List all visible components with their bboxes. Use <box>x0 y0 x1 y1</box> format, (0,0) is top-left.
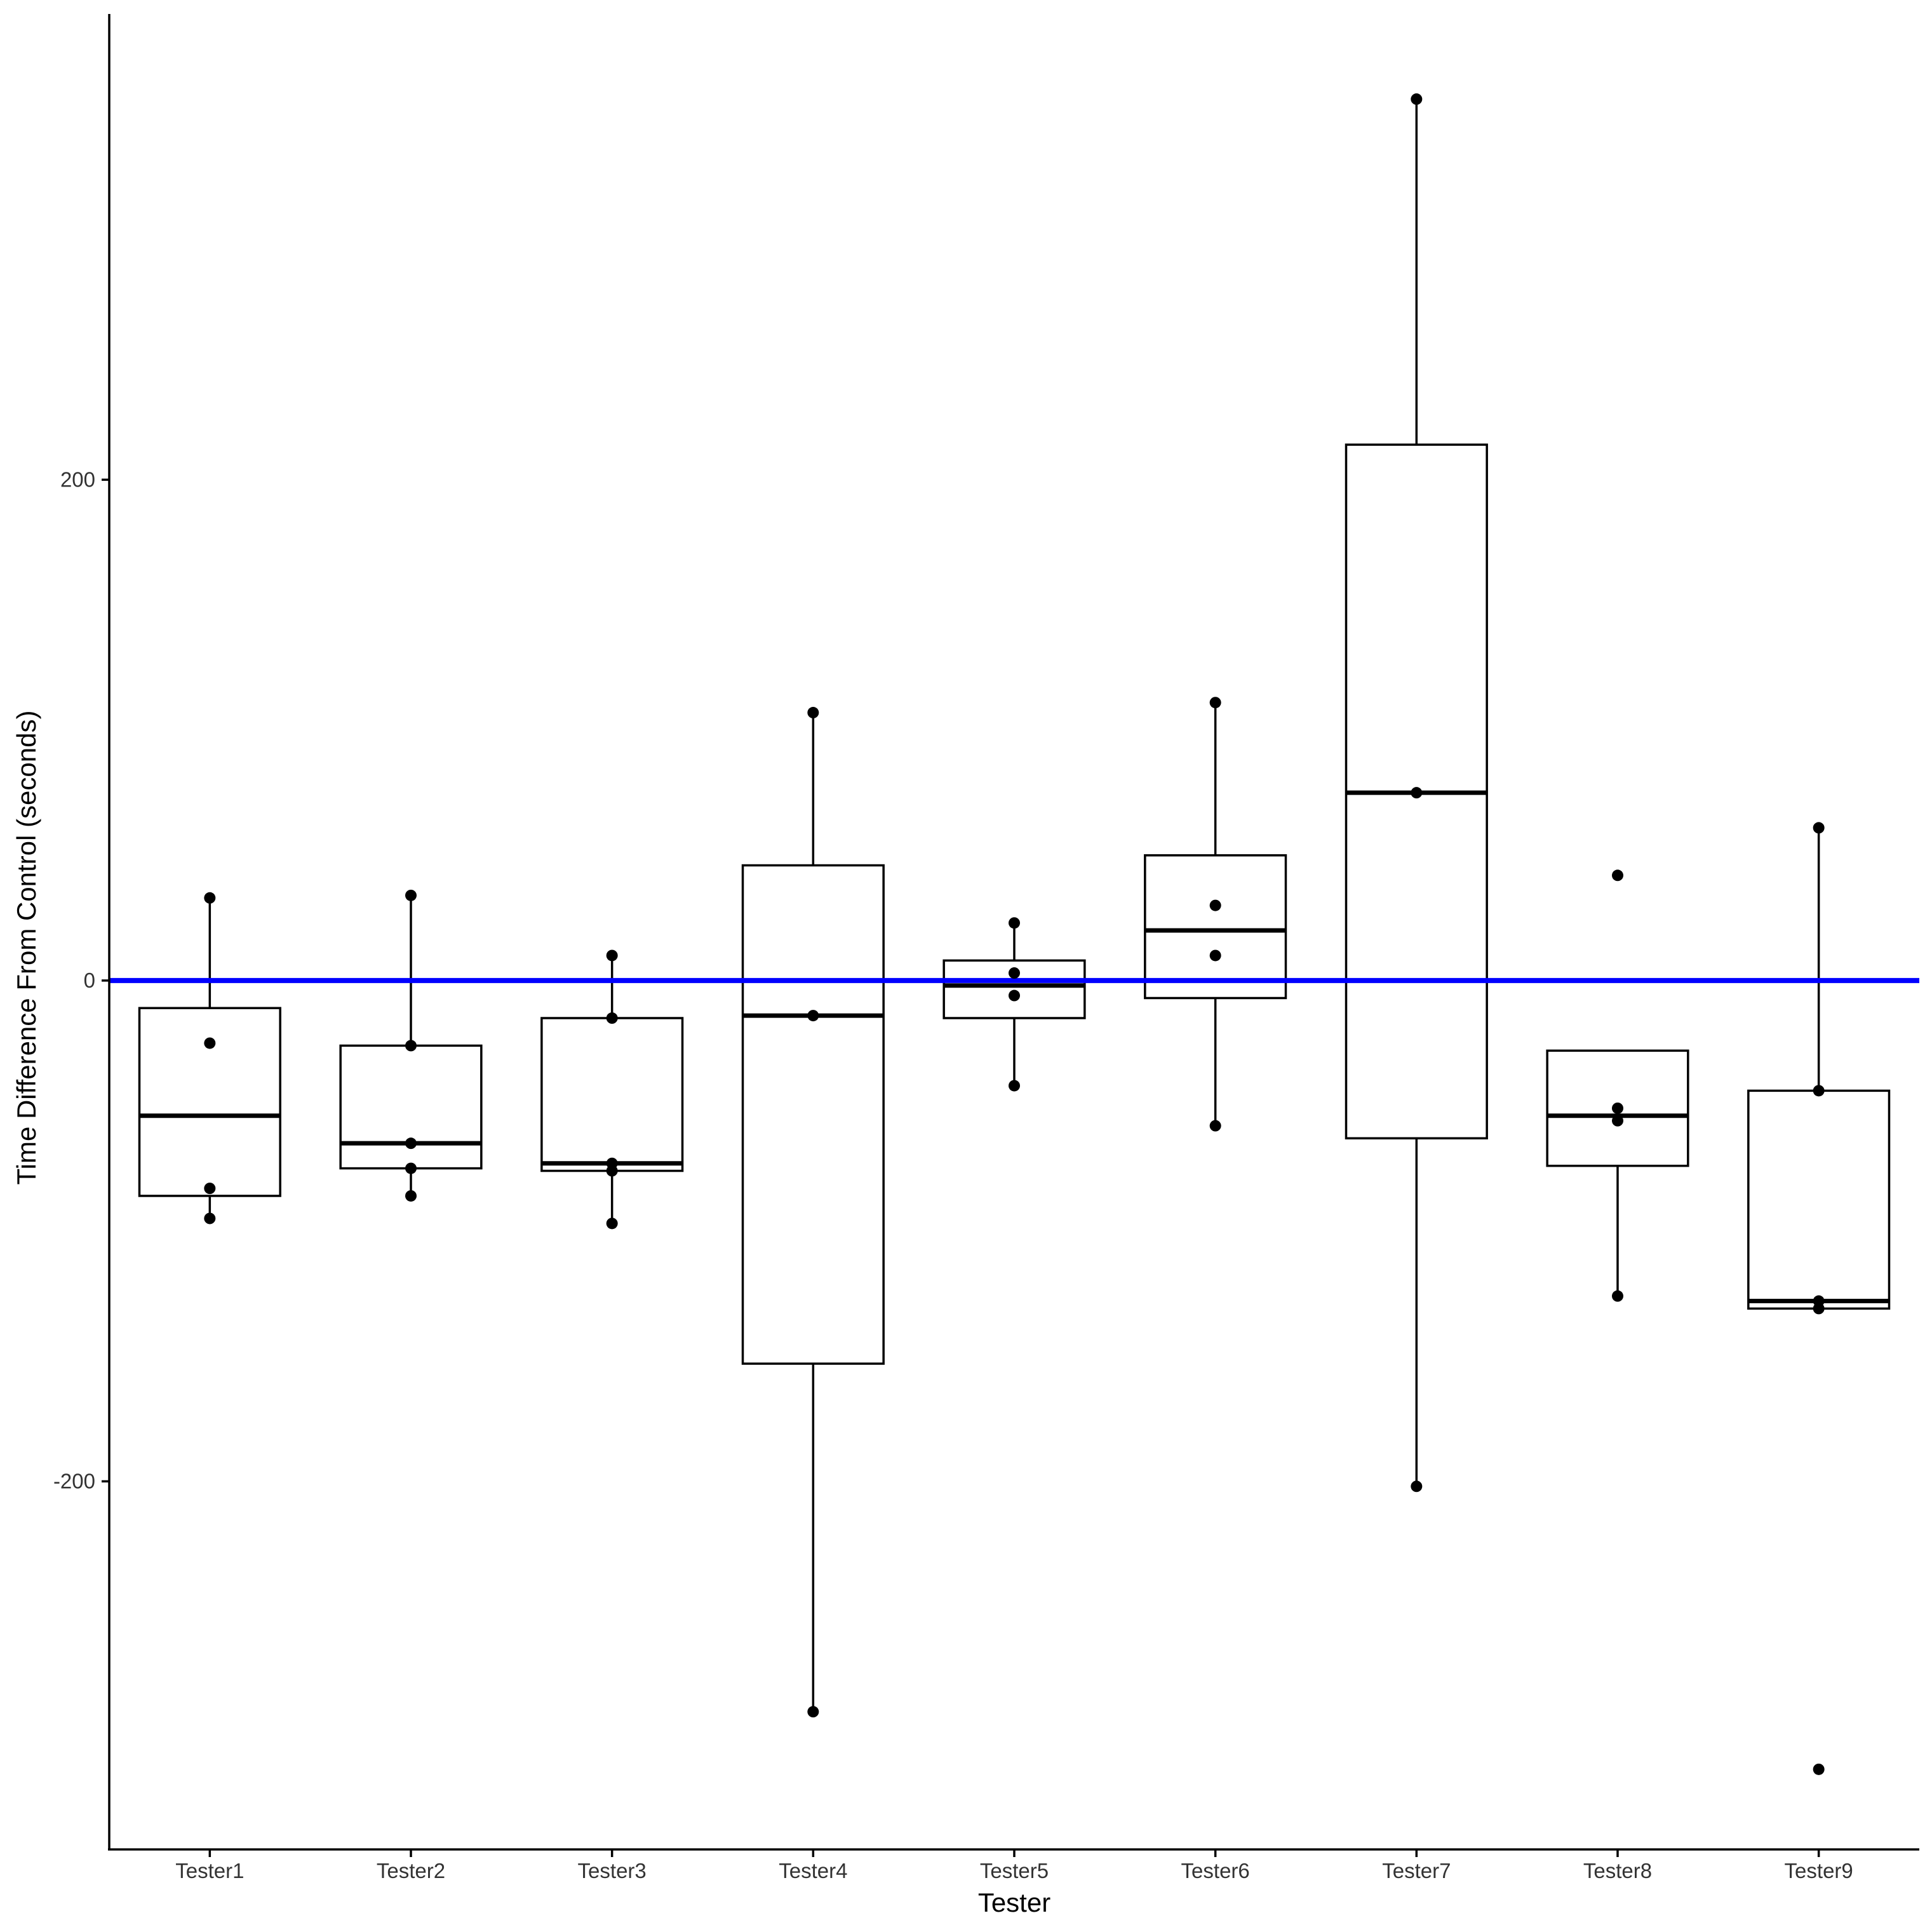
data-point-tester6 <box>1209 899 1221 911</box>
box-iqr <box>1144 854 1287 1000</box>
data-point-tester4 <box>807 1706 819 1718</box>
x-tick-label: Tester1 <box>175 1859 244 1882</box>
y-ticks-layer: -200 0 200 <box>53 467 109 1493</box>
data-point-tester3 <box>606 1165 618 1177</box>
data-point-tester6 <box>1209 1120 1221 1132</box>
box-iqr <box>1747 1089 1891 1310</box>
data-point-tester8 <box>1612 1102 1623 1114</box>
data-point-tester1 <box>204 1037 216 1049</box>
data-point-tester9 <box>1813 1085 1825 1097</box>
data-point-tester4 <box>807 1010 819 1022</box>
box-tester4 <box>741 713 885 1712</box>
x-tick-label: Tester9 <box>1785 1859 1853 1882</box>
data-point-tester7 <box>1411 1480 1423 1493</box>
y-tick-label: 0 <box>84 969 95 992</box>
data-point-tester7 <box>1411 93 1423 105</box>
y-tick-label: 200 <box>60 467 95 491</box>
data-point-tester9 <box>1813 1763 1825 1775</box>
x-tick-label: Tester7 <box>1382 1859 1451 1882</box>
box-tester9 <box>1747 828 1891 1310</box>
box-iqr <box>540 1017 684 1172</box>
box-tester6 <box>1144 702 1287 1126</box>
data-point-tester5 <box>1009 1080 1020 1092</box>
data-point-tester1 <box>204 1183 216 1195</box>
data-point-tester3 <box>606 1218 618 1230</box>
box-tester2 <box>339 895 483 1196</box>
data-point-tester6 <box>1209 949 1221 962</box>
data-point-tester2 <box>405 1190 417 1202</box>
data-point-tester3 <box>606 1012 618 1024</box>
data-point-tester2 <box>405 889 417 901</box>
data-point-tester1 <box>204 892 216 904</box>
data-point-tester2 <box>405 1040 417 1052</box>
data-point-tester3 <box>606 949 618 962</box>
x-tick-label: Tester8 <box>1583 1859 1652 1882</box>
x-axis-title: Tester <box>978 1888 1050 1917</box>
y-tick-label: -200 <box>53 1469 95 1493</box>
data-point-tester4 <box>807 707 819 719</box>
data-point-tester8 <box>1612 869 1623 882</box>
box-iqr <box>339 1044 483 1170</box>
box-iqr <box>741 864 885 1365</box>
data-point-tester6 <box>1209 697 1221 709</box>
data-point-tester2 <box>405 1137 417 1150</box>
x-tick-label: Tester2 <box>377 1859 445 1882</box>
data-point-tester9 <box>1813 1303 1825 1315</box>
data-point-tester1 <box>204 1212 216 1224</box>
data-point-tester2 <box>405 1162 417 1174</box>
data-point-tester8 <box>1612 1115 1623 1127</box>
data-point-tester5 <box>1009 989 1020 1002</box>
data-point-tester5 <box>1009 967 1020 979</box>
data-point-tester9 <box>1813 822 1825 834</box>
x-ticks-layer: Tester1 Tester2 Tester3 Tester4 Tester5 Teste… <box>175 1849 1853 1882</box>
points-layer <box>204 93 1825 1775</box>
x-tick-label: Tester4 <box>779 1859 847 1882</box>
x-tick-label: Tester5 <box>980 1859 1049 1882</box>
data-point-tester8 <box>1612 1290 1623 1302</box>
y-axis-title: Time Difference From Control (seconds) <box>11 711 41 1185</box>
box-iqr <box>138 1007 281 1197</box>
data-point-tester7 <box>1411 787 1423 799</box>
x-tick-label: Tester3 <box>578 1859 647 1882</box>
x-tick-label: Tester6 <box>1181 1859 1250 1882</box>
data-point-tester5 <box>1009 917 1020 929</box>
